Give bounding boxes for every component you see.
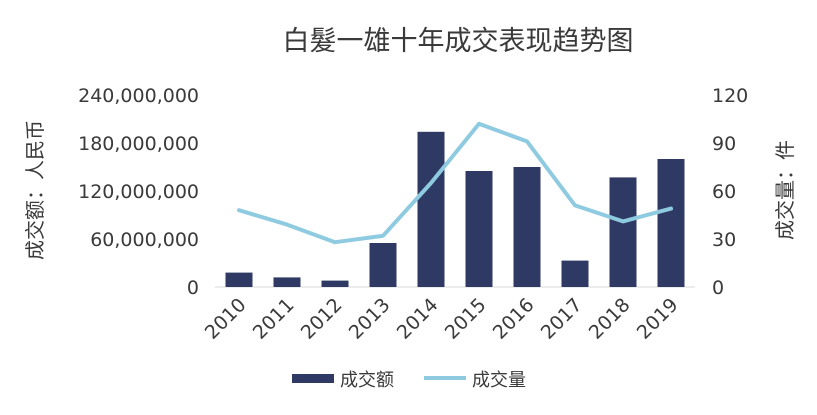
y-axis-label-left: 成交额：人民币 bbox=[23, 120, 47, 260]
x-tick-label: 2010 bbox=[201, 294, 251, 344]
bar-2017 bbox=[561, 260, 589, 287]
y2-tick-label: 0 bbox=[712, 277, 724, 299]
bar-2016 bbox=[513, 167, 541, 287]
x-tick-label: 2019 bbox=[633, 294, 683, 344]
y-axis-label-right: 成交量：件 bbox=[773, 140, 797, 240]
x-tick-label: 2013 bbox=[345, 294, 395, 344]
right-tick-labels: 0 30 60 90 120 bbox=[712, 85, 748, 299]
legend-label-line: 成交量 bbox=[472, 370, 526, 391]
x-tick-label: 2014 bbox=[393, 294, 443, 344]
left-tick-labels: 0 60,000,000 120,000,000 180,000,000 240,000… bbox=[78, 85, 199, 299]
bar-series bbox=[225, 131, 685, 287]
y-axis-label: 成交额：人民币 bbox=[23, 120, 47, 260]
y2-tick-label: 30 bbox=[712, 229, 736, 251]
bar-2015 bbox=[465, 171, 493, 287]
x-tick-label: 2011 bbox=[249, 294, 299, 344]
bar-2019 bbox=[657, 159, 685, 287]
line-path bbox=[237, 121, 673, 245]
y-tick-label: 60,000,000 bbox=[90, 229, 199, 251]
bar-2010 bbox=[225, 272, 253, 287]
y-tick-label: 120,000,000 bbox=[78, 181, 199, 203]
legend-label-bar: 成交额 bbox=[340, 370, 394, 391]
x-tick-label: 2017 bbox=[537, 294, 587, 344]
x-tick-label: 2018 bbox=[585, 294, 635, 344]
y-tick-label: 180,000,000 bbox=[78, 133, 199, 155]
y2-tick-label: 120 bbox=[712, 85, 748, 107]
y2-axis-label: 成交量：件 bbox=[773, 140, 797, 240]
bar-2013 bbox=[369, 243, 397, 287]
bar-2011 bbox=[273, 277, 301, 287]
y2-tick-label: 60 bbox=[712, 181, 736, 203]
legend: 成交额 成交量 bbox=[292, 370, 526, 391]
y-tick-label: 0 bbox=[187, 277, 199, 299]
chart-title: 白髮一雄十年成交表现趋势图 bbox=[283, 26, 634, 57]
y2-tick-label: 90 bbox=[712, 133, 736, 155]
bar-2018 bbox=[609, 177, 637, 287]
line-series bbox=[237, 121, 673, 245]
x-tick-label: 2012 bbox=[297, 294, 347, 344]
y-tick-label: 240,000,000 bbox=[78, 85, 199, 107]
bar-2014 bbox=[417, 131, 445, 287]
x-tick-label: 2016 bbox=[489, 294, 539, 344]
legend-swatch-bar bbox=[292, 374, 334, 383]
bar-2012 bbox=[321, 280, 349, 287]
x-tick-label: 2015 bbox=[441, 294, 491, 344]
